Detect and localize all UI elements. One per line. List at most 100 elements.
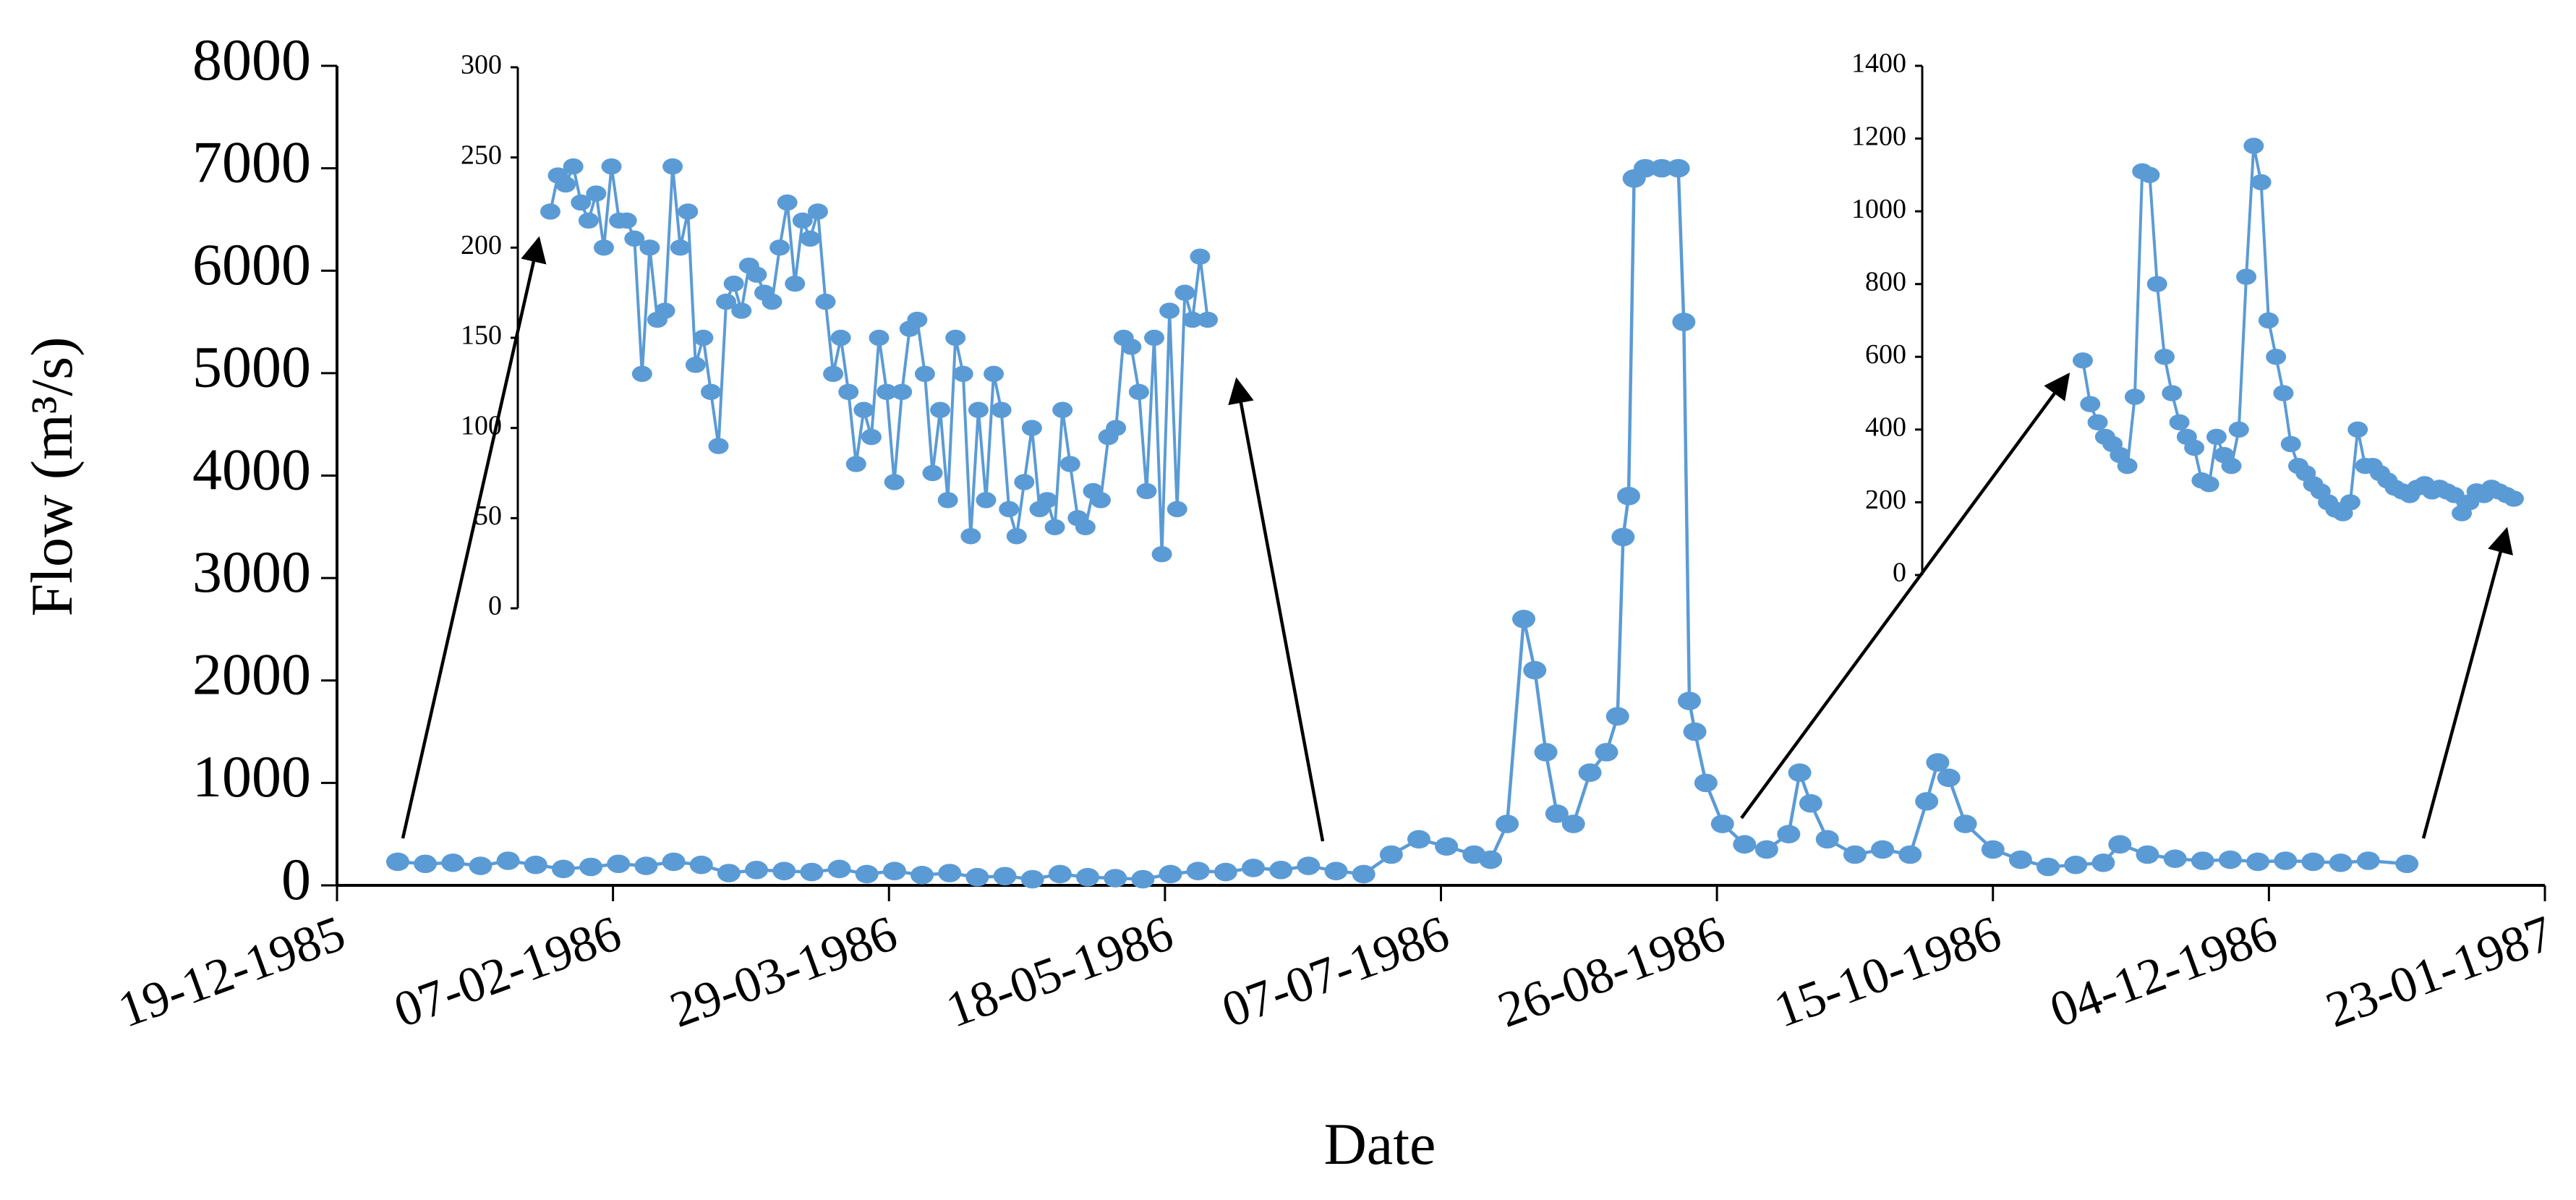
point (993, 867, 1017, 886)
point (830, 329, 851, 346)
point (1595, 743, 1618, 762)
point (1650, 158, 1673, 178)
point (2301, 852, 2325, 872)
y-tick-label: 600 (1865, 339, 1906, 370)
point (624, 230, 645, 247)
point (2329, 854, 2353, 872)
point (2356, 851, 2380, 870)
point (414, 854, 438, 874)
y-tick-label: 3000 (192, 539, 311, 605)
point (2228, 421, 2249, 438)
point (914, 365, 935, 383)
point (1777, 825, 1801, 843)
point (1121, 339, 1142, 355)
y-tick-label: 0 (488, 591, 502, 621)
point (469, 856, 492, 875)
y-tick-label: 200 (461, 230, 502, 260)
point (1020, 869, 1044, 889)
y-tick-label: 50 (474, 501, 502, 531)
point (2163, 849, 2187, 868)
point (1561, 814, 1585, 833)
point (1479, 850, 1503, 869)
y-tick-label: 5000 (192, 334, 311, 400)
point (563, 158, 584, 175)
point (441, 854, 465, 872)
x-tick-label: 07-07-1986 (1215, 906, 1456, 1039)
point (586, 185, 607, 202)
y-axis-title: Flow (m³/s) (19, 337, 85, 617)
point (807, 203, 828, 220)
point (2080, 396, 2101, 412)
x-tick-label: 29-03-1986 (663, 906, 904, 1039)
point (1683, 722, 1707, 741)
point (960, 528, 981, 545)
point (2274, 851, 2298, 870)
point (2191, 851, 2214, 870)
point (685, 357, 706, 373)
point (769, 239, 790, 256)
point (1666, 158, 1690, 178)
point (938, 864, 962, 882)
point (717, 864, 741, 882)
point (1151, 546, 1172, 563)
point (1076, 867, 1100, 887)
y-tick-label: 8000 (192, 27, 311, 93)
y-tick-label: 0 (281, 846, 311, 912)
point (991, 401, 1012, 418)
point (1136, 482, 1157, 500)
point (1926, 753, 1950, 772)
point (2273, 385, 2294, 401)
point (1672, 312, 1696, 331)
point (1037, 492, 1058, 508)
point (2146, 276, 2167, 292)
point (571, 194, 592, 211)
point (2246, 852, 2270, 872)
y-tick-label: 250 (461, 140, 502, 170)
point (2280, 435, 2301, 453)
point (2395, 854, 2419, 874)
point (693, 329, 714, 346)
point (976, 492, 997, 508)
point (1843, 845, 1867, 864)
point (700, 383, 721, 400)
point (2198, 476, 2219, 493)
point (937, 492, 958, 508)
point (845, 456, 866, 472)
point (1021, 420, 1042, 436)
point (855, 864, 879, 884)
point (1075, 519, 1096, 535)
point (1611, 527, 1635, 547)
point (2169, 414, 2190, 430)
point (654, 302, 675, 319)
point (800, 862, 824, 882)
point (716, 293, 737, 310)
point (555, 176, 576, 193)
point (823, 365, 844, 383)
x-tick-label: 18-05-1986 (939, 906, 1180, 1039)
y-tick-label: 7000 (192, 129, 311, 195)
point (910, 866, 934, 885)
point (1182, 311, 1203, 328)
point (861, 428, 882, 446)
point (1379, 845, 1403, 864)
point (930, 401, 951, 418)
point (1496, 814, 1519, 833)
point (2243, 137, 2264, 154)
point (1981, 840, 2005, 859)
point (579, 857, 603, 877)
point (968, 401, 989, 418)
y-tick-label: 1200 (1851, 121, 1906, 151)
point (1269, 860, 1293, 880)
point (1605, 707, 1629, 726)
point (1059, 456, 1080, 472)
point (1871, 840, 1895, 859)
point (882, 861, 906, 880)
y-tick-label: 150 (461, 320, 502, 351)
y-tick-label: 4000 (192, 436, 311, 502)
point (1407, 830, 1430, 849)
point (1937, 768, 1961, 788)
point (2117, 457, 2138, 475)
y-tick-label: 1000 (192, 744, 311, 809)
y-tick-label: 2000 (192, 642, 311, 707)
point (670, 239, 691, 256)
